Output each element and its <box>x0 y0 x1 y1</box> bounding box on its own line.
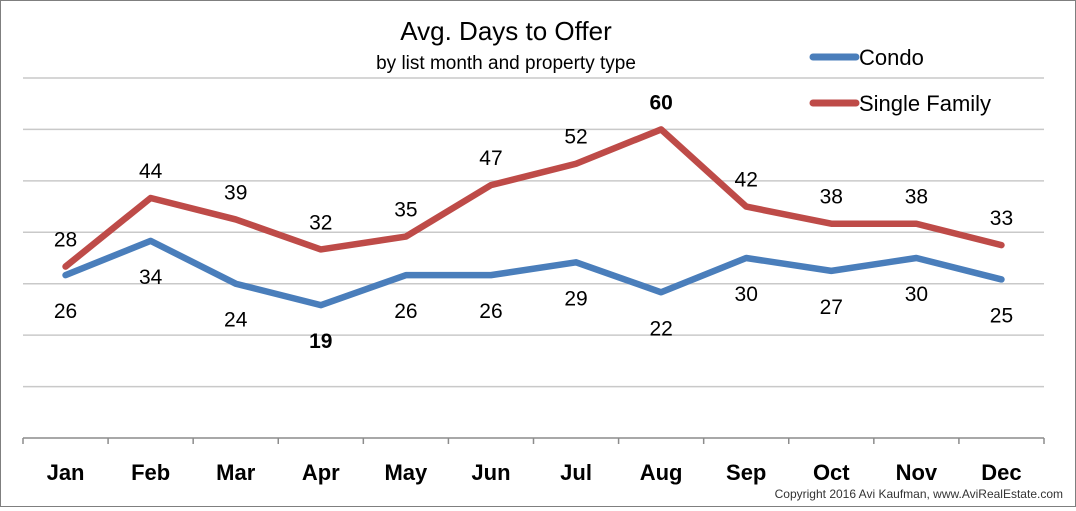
data-label-single-family: 32 <box>309 211 332 234</box>
x-tick-label: Aug <box>640 460 683 485</box>
x-tick-label: May <box>384 460 428 485</box>
x-tick-label: Mar <box>216 460 256 485</box>
data-labels: 26 34 24 19 26 26 29 22 30 27 30 25 28 44 39 32 35 47 52 60… <box>54 91 1013 353</box>
data-label-single-family: 44 <box>139 160 163 183</box>
series-line-condo <box>62 237 1005 309</box>
data-label-single-family: 35 <box>394 199 417 222</box>
legend-label-condo: Condo <box>859 45 924 70</box>
data-label-single-family: 38 <box>820 186 843 209</box>
chart-title: Avg. Days to Offer <box>400 16 612 46</box>
data-label-condo: 26 <box>54 300 77 323</box>
copyright-text: Copyright 2016 Avi Kaufman, www.AviRealE… <box>775 487 1063 501</box>
data-label-condo: 26 <box>394 300 417 323</box>
x-tick-label: Jun <box>471 460 510 485</box>
x-tick-label: Apr <box>302 460 340 485</box>
x-tick-label: Dec <box>981 460 1021 485</box>
data-label-condo: 19 <box>309 330 332 353</box>
data-label-single-family: 60 <box>649 91 672 114</box>
data-label-condo: 30 <box>735 283 758 306</box>
x-tick-label: Jul <box>560 460 592 485</box>
x-axis: Jan Feb Mar Apr May Jun Jul Aug Sep Oct Nov Dec <box>22 437 1045 485</box>
data-label-condo: 25 <box>990 304 1013 327</box>
data-label-single-family: 39 <box>224 181 247 204</box>
data-label-single-family: 28 <box>54 229 77 252</box>
gridlines <box>23 77 1044 388</box>
data-label-condo: 27 <box>820 296 843 319</box>
data-label-condo: 26 <box>479 300 502 323</box>
data-label-single-family: 33 <box>990 207 1013 230</box>
data-label-single-family: 38 <box>905 186 928 209</box>
x-tick-label: Sep <box>726 460 766 485</box>
data-label-condo: 34 <box>139 266 163 289</box>
data-label-single-family: 42 <box>735 169 758 192</box>
legend: Condo Single Family <box>809 45 991 116</box>
data-label-single-family: 52 <box>564 126 587 149</box>
chart-subtitle: by list month and property type <box>376 53 636 74</box>
series-lines <box>62 126 1005 309</box>
x-tick-label: Feb <box>131 460 170 485</box>
x-tick-label: Nov <box>896 460 938 485</box>
x-tick-label: Jan <box>47 460 85 485</box>
legend-label-single-family: Single Family <box>859 91 991 116</box>
data-label-condo: 30 <box>905 283 928 306</box>
data-label-condo: 29 <box>564 287 587 310</box>
data-label-condo: 22 <box>649 317 672 340</box>
x-tick-label: Oct <box>813 460 850 485</box>
data-label-condo: 24 <box>224 309 248 332</box>
series-line-single-family <box>62 126 1005 270</box>
data-label-single-family: 47 <box>479 147 502 170</box>
